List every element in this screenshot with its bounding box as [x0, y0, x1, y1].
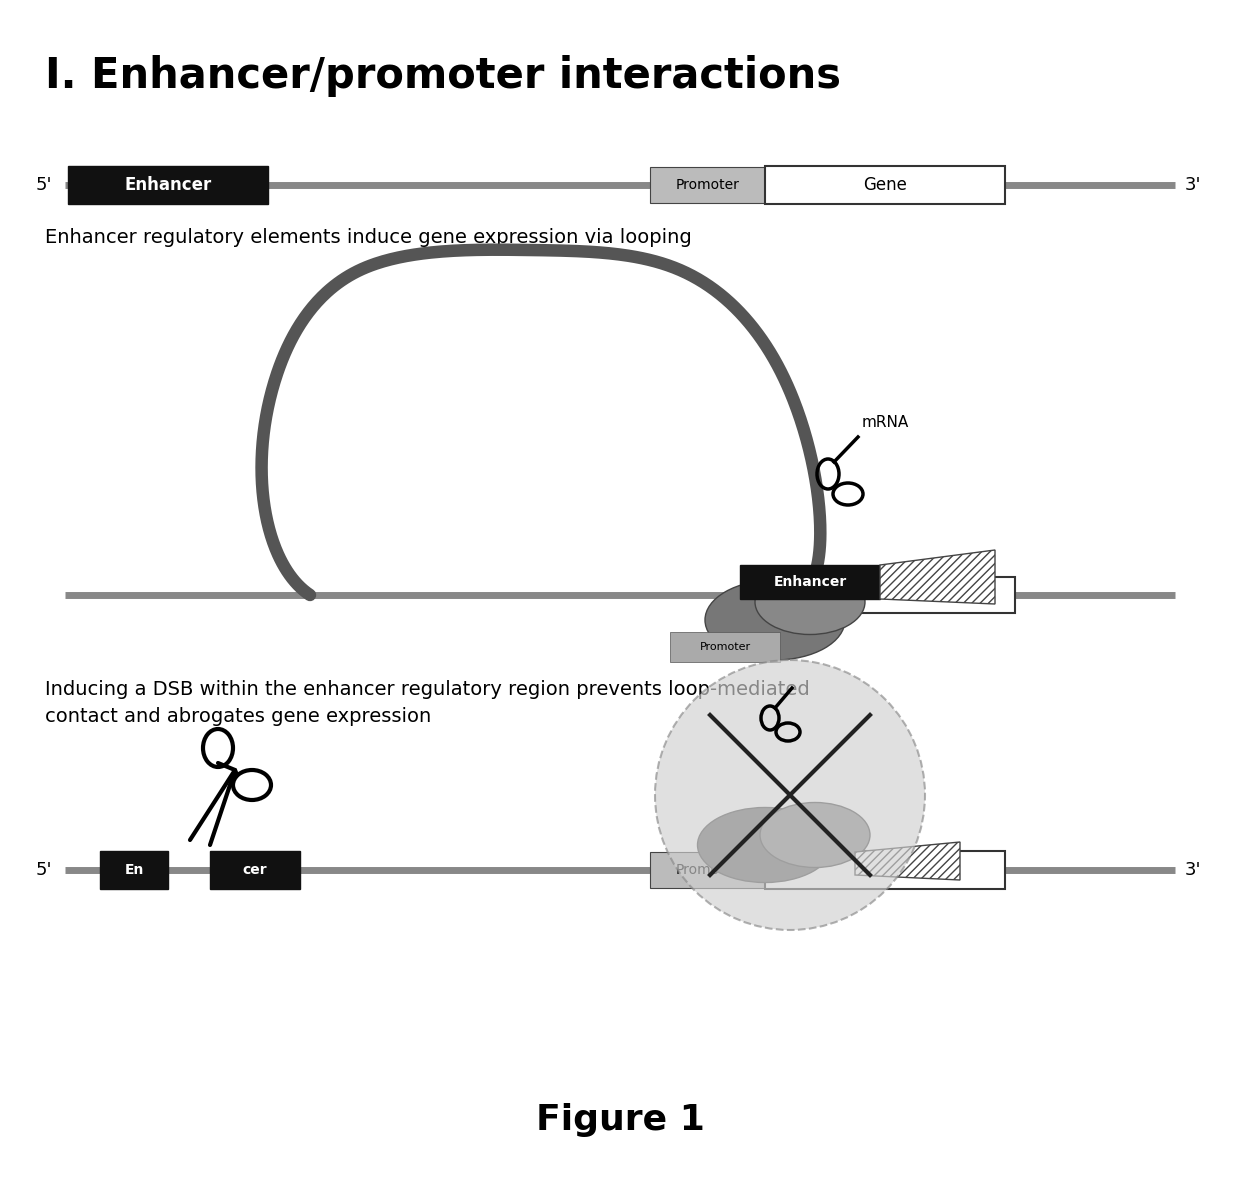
Text: Enhancer regulatory elements induce gene expression via looping: Enhancer regulatory elements induce gene… — [45, 228, 692, 247]
Text: mRNA: mRNA — [862, 415, 909, 431]
Text: Promoter: Promoter — [676, 863, 739, 876]
Polygon shape — [856, 842, 960, 880]
Bar — [100, 852, 167, 890]
Circle shape — [655, 659, 925, 930]
Ellipse shape — [760, 803, 870, 867]
Text: cer: cer — [243, 863, 268, 876]
Text: 5': 5' — [36, 861, 52, 879]
Text: Inducing a DSB within the enhancer regulatory region prevents loop-mediated
cont: Inducing a DSB within the enhancer regul… — [45, 680, 810, 726]
Text: 3': 3' — [1185, 176, 1202, 195]
Text: Gene: Gene — [863, 176, 906, 195]
Ellipse shape — [697, 808, 832, 882]
Text: Promoter: Promoter — [676, 178, 739, 192]
Ellipse shape — [755, 569, 866, 635]
Text: Enhancer: Enhancer — [774, 575, 847, 589]
Text: Figure 1: Figure 1 — [536, 1103, 704, 1137]
Text: I. Enhancer/promoter interactions: I. Enhancer/promoter interactions — [45, 55, 841, 97]
Bar — [740, 565, 880, 599]
Text: 5': 5' — [36, 176, 52, 195]
Text: Enhancer: Enhancer — [124, 176, 212, 195]
Bar — [650, 167, 765, 203]
Text: En: En — [124, 863, 144, 876]
Bar — [210, 852, 300, 890]
Text: 3': 3' — [1185, 861, 1202, 879]
Text: Gene: Gene — [898, 587, 937, 602]
Bar — [68, 166, 268, 204]
Bar — [765, 852, 1004, 890]
Polygon shape — [880, 550, 994, 604]
Ellipse shape — [706, 580, 844, 659]
Bar — [820, 578, 1016, 613]
Text: Gene: Gene — [863, 861, 906, 879]
Bar — [650, 852, 765, 888]
Bar — [670, 632, 780, 662]
Bar — [765, 166, 1004, 204]
Text: Promoter: Promoter — [699, 642, 750, 652]
